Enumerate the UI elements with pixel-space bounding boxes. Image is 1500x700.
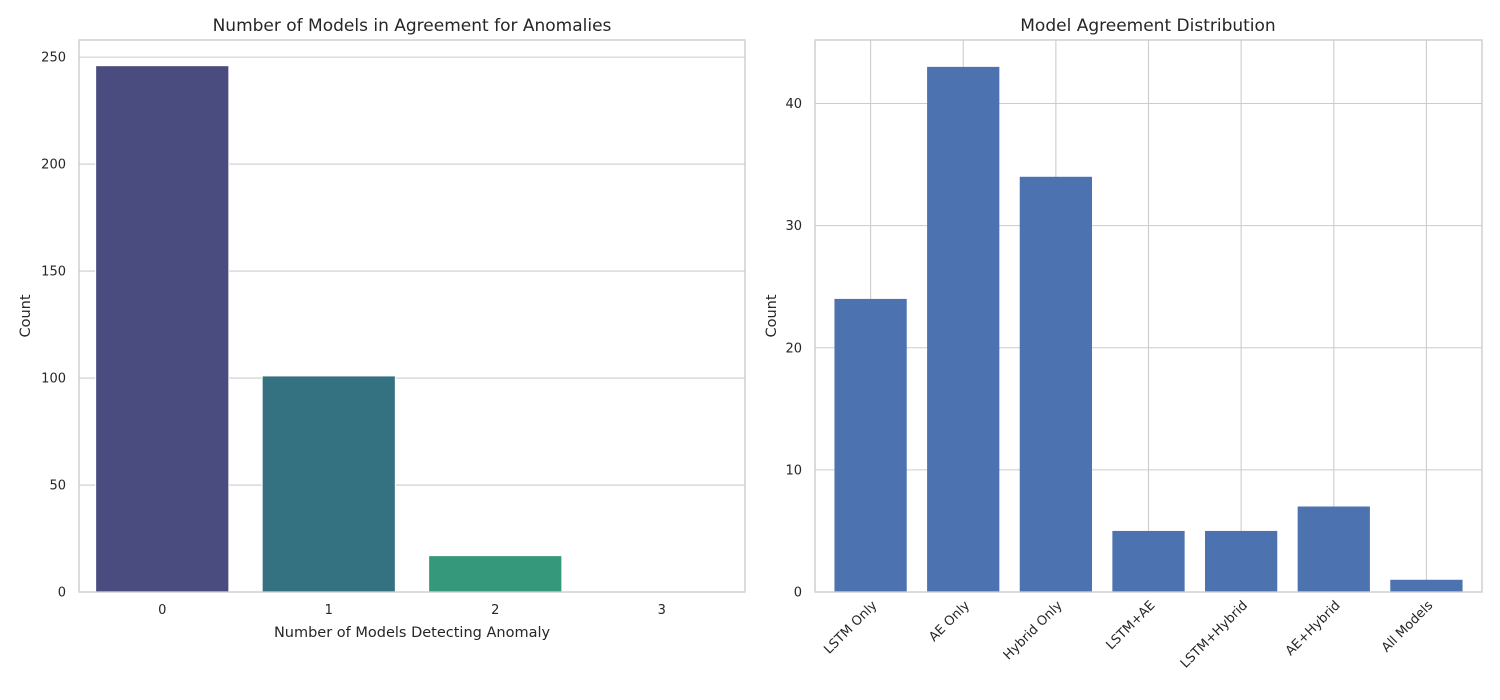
y-tick-label: 50 [49,479,66,494]
right-x-tick-labels: LSTM Only AE Only Hybrid Only LSTM+AE LSTM+H… [821,598,1436,671]
bar-lstm-only [834,298,907,592]
right-bars [834,66,1463,593]
x-tick-label: 0 [158,603,166,618]
right-plot-frame [814,39,1483,593]
y-tick-label: 0 [794,586,802,601]
y-tick-label: 10 [785,463,802,478]
bar-ae-hybrid [1297,506,1370,592]
y-tick-label: 0 [58,586,66,601]
y-tick-label: 250 [41,51,66,66]
chart-left: 0 50 100 150 200 250 0 1 2 3 Number of Models in… [18,16,746,641]
y-tick-label: 100 [41,372,66,387]
x-tick-label: 3 [658,603,666,618]
left-x-tick-labels: 0 1 2 3 [158,603,666,618]
left-y-axis-label: Count [18,294,34,337]
bar-hybrid-only [1019,176,1092,593]
bar-all-models [1390,579,1463,592]
left-chart-title: Number of Models in Agreement for Anomal… [213,16,612,36]
x-tick-label: 1 [325,603,333,618]
y-tick-label: 30 [785,219,802,234]
left-plot-frame [78,39,746,593]
y-tick-label: 150 [41,265,66,280]
left-bars [95,65,563,593]
x-tick-label: LSTM Only [821,598,880,657]
x-tick-label: Hybrid Only [1001,598,1066,663]
y-tick-label: 40 [785,97,802,112]
x-tick-label: LSTM+AE [1103,598,1158,653]
x-tick-label: All Models [1379,598,1436,655]
bar-0 [95,65,230,593]
bar-2 [428,555,563,593]
right-y-tick-labels: 0 10 20 30 40 [785,97,802,600]
x-tick-label: AE Only [926,598,973,645]
right-gridlines [815,40,1482,593]
x-tick-label: 2 [491,603,499,618]
x-tick-label: LSTM+Hybrid [1178,598,1251,671]
x-tick-label: AE+Hybrid [1283,598,1344,659]
y-tick-label: 200 [41,158,66,173]
left-x-axis-label: Number of Models Detecting Anomaly [274,625,551,641]
bar-1 [261,375,396,593]
bar-lstm-ae [1112,530,1185,592]
y-tick-label: 20 [785,341,802,356]
right-chart-title: Model Agreement Distribution [1020,16,1275,36]
left-y-tick-labels: 0 50 100 150 200 250 [41,51,66,601]
bar-lstm-hybrid [1205,530,1278,592]
right-y-axis-label: Count [764,294,780,337]
bar-ae-only [927,66,1000,593]
